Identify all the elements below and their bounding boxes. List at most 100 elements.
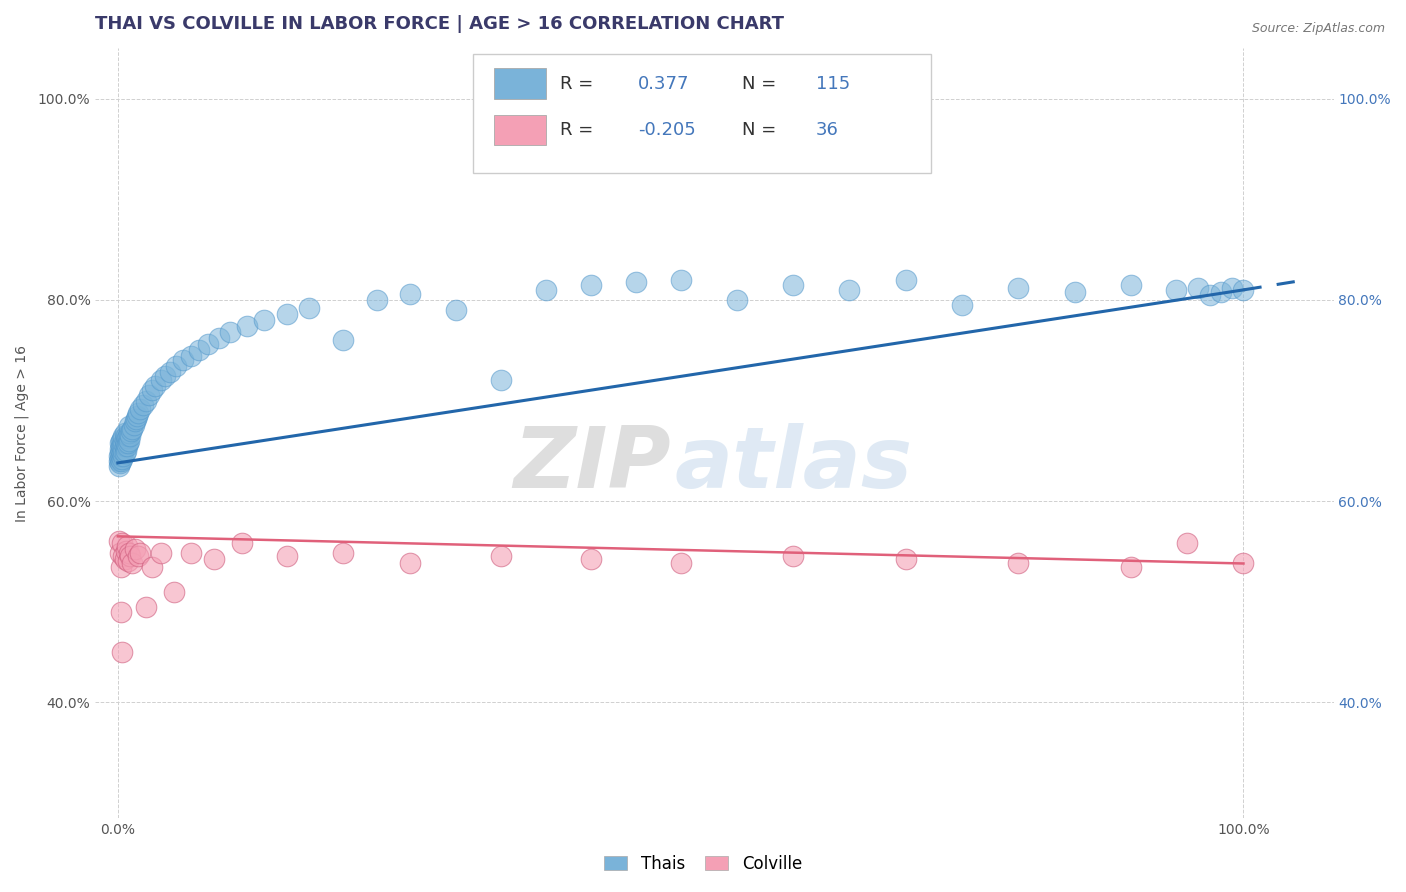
Point (108, 454, 131, 468)
Point (110, 439, 132, 453)
Point (231, 536, 253, 550)
Point (121, 557, 143, 571)
Point (127, 549, 149, 564)
Point (236, 319, 259, 334)
Point (180, 546, 202, 560)
Point (725, 293, 748, 307)
Point (1187, 281, 1209, 295)
Point (114, 446, 136, 460)
Point (159, 365, 181, 379)
Point (114, 434, 136, 448)
Point (108, 451, 131, 466)
Point (120, 428, 142, 442)
Point (1119, 559, 1142, 574)
Point (1232, 557, 1254, 571)
Point (117, 428, 139, 442)
Point (127, 406, 149, 420)
Point (180, 349, 202, 363)
Point (669, 557, 692, 571)
Point (110, 559, 132, 574)
Point (108, 456, 131, 470)
Point (115, 439, 138, 453)
Point (108, 534, 131, 549)
Point (298, 301, 321, 315)
Point (114, 443, 136, 458)
Point (153, 369, 176, 384)
Point (135, 393, 157, 408)
Point (112, 435, 135, 450)
Point (111, 446, 134, 460)
Point (1063, 285, 1085, 299)
Point (124, 414, 146, 428)
Point (276, 307, 298, 321)
Point (112, 449, 135, 463)
Point (110, 605, 132, 619)
Point (124, 542, 146, 557)
Point (125, 411, 148, 425)
Point (202, 552, 225, 566)
Point (489, 373, 512, 387)
Point (122, 417, 145, 432)
Point (115, 540, 138, 554)
Point (253, 313, 276, 327)
Point (114, 552, 136, 566)
Point (332, 546, 354, 560)
Point (163, 584, 186, 599)
Point (782, 549, 804, 564)
Point (112, 549, 135, 564)
Point (114, 435, 136, 450)
Point (110, 434, 132, 448)
Text: 36: 36 (815, 121, 839, 139)
Point (111, 432, 134, 446)
Point (110, 443, 132, 458)
Point (108, 442, 131, 456)
Point (624, 275, 647, 289)
Point (111, 439, 134, 453)
Point (108, 449, 131, 463)
Point (149, 373, 172, 387)
Point (141, 559, 163, 574)
Point (782, 277, 804, 292)
Text: THAI VS COLVILLE IN LABOR FORCE | AGE > 16 CORRELATION CHART: THAI VS COLVILLE IN LABOR FORCE | AGE > … (96, 15, 785, 33)
Point (143, 379, 166, 393)
Point (579, 552, 602, 566)
Point (138, 388, 160, 402)
Point (110, 454, 132, 468)
Point (112, 443, 135, 458)
Point (108, 435, 131, 450)
Point (219, 325, 242, 339)
Point (1119, 277, 1142, 292)
Point (112, 428, 135, 442)
Point (894, 552, 917, 566)
Text: 0.377: 0.377 (638, 75, 689, 93)
Point (1164, 283, 1187, 297)
Point (141, 384, 163, 398)
Text: 115: 115 (815, 75, 851, 93)
Point (114, 428, 136, 442)
Point (838, 283, 860, 297)
Point (894, 273, 917, 287)
Text: R =: R = (560, 75, 599, 93)
Point (117, 435, 139, 450)
Point (114, 544, 136, 558)
Text: -0.205: -0.205 (638, 121, 696, 139)
Point (197, 337, 219, 351)
Text: R =: R = (560, 121, 599, 139)
Point (187, 343, 209, 358)
Point (108, 446, 131, 460)
Point (111, 536, 134, 550)
Point (118, 546, 141, 560)
Text: ZIP: ZIP (513, 423, 671, 506)
Point (118, 425, 141, 440)
Point (118, 434, 141, 448)
Point (489, 549, 512, 564)
Point (120, 424, 142, 438)
Point (534, 283, 557, 297)
Text: N =: N = (741, 121, 782, 139)
Point (111, 645, 134, 659)
Point (399, 286, 422, 301)
Legend: Thais, Colville: Thais, Colville (598, 848, 808, 880)
Point (1220, 281, 1243, 295)
Y-axis label: In Labor Force | Age > 16: In Labor Force | Age > 16 (15, 344, 30, 522)
Point (332, 333, 354, 347)
